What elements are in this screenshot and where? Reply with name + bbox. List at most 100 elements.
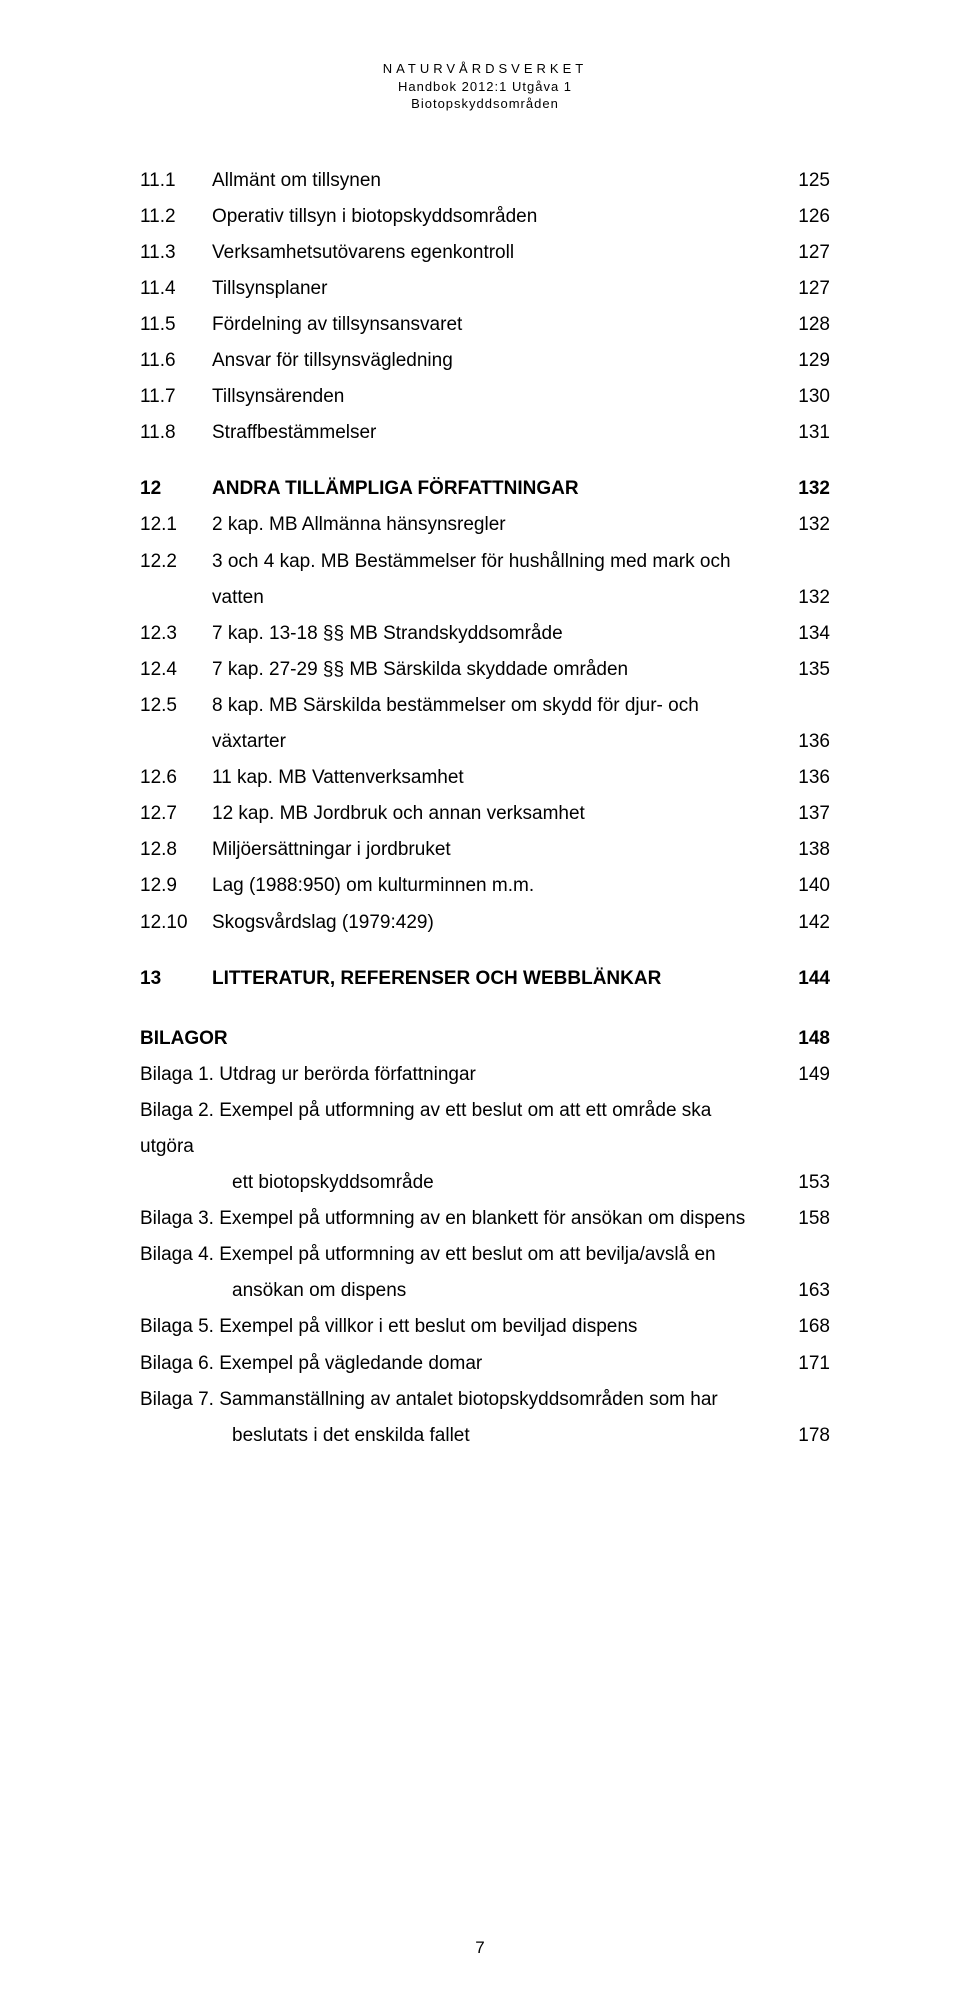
toc-title: ansökan om dispens — [140, 1273, 778, 1309]
toc-appendix-row: Bilaga 3. Exempel på utformning av en bl… — [140, 1201, 830, 1237]
toc-title: Allmänt om tillsynen — [212, 163, 778, 199]
page-number: 7 — [0, 1938, 960, 1958]
toc-appendix-row: Bilaga 1. Utdrag ur berörda författninga… — [140, 1057, 830, 1093]
toc-title: Miljöersättningar i jordbruket — [212, 832, 778, 868]
toc-number: 12.1 — [140, 507, 212, 543]
toc-title: beslutats i det enskilda fallet — [140, 1418, 778, 1454]
toc-title: Tillsynsplaner — [212, 271, 778, 307]
toc-row: 11.6Ansvar för tillsynsvägledning129 — [140, 343, 830, 379]
toc-title: växtarter — [212, 724, 778, 760]
toc-row: 12.10Skogsvårdslag (1979:429)142 — [140, 905, 830, 941]
page: NATURVÅRDSVERKET Handbok 2012:1 Utgåva 1… — [0, 0, 960, 2000]
toc-number: 13 — [140, 961, 212, 997]
toc-title: Straffbestämmelser — [212, 415, 778, 451]
toc-row: 12.47 kap. 27-29 §§ MB Särskilda skyddad… — [140, 652, 830, 688]
toc-page: 138 — [778, 832, 830, 868]
toc-title: BILAGOR — [140, 1021, 778, 1057]
toc-title: Bilaga 4. Exempel på utformning av ett b… — [140, 1237, 778, 1273]
document-header: NATURVÅRDSVERKET Handbok 2012:1 Utgåva 1… — [140, 60, 830, 113]
toc-heading: 13LITTERATUR, REFERENSER OCH WEBBLÄNKAR1… — [140, 961, 830, 997]
toc-page: 126 — [778, 199, 830, 235]
toc-heading: 12ANDRA TILLÄMPLIGA FÖRFATTNINGAR132 — [140, 471, 830, 507]
toc-appendix-row-continuation: beslutats i det enskilda fallet178 — [140, 1418, 830, 1454]
toc-title: 11 kap. MB Vattenverksamhet — [212, 760, 778, 796]
toc-title: ett biotopskyddsområde — [140, 1165, 778, 1201]
toc-page: 132 — [778, 580, 830, 616]
toc-page: 158 — [778, 1201, 830, 1237]
toc-page: 140 — [778, 868, 830, 904]
toc-number: 12 — [140, 471, 212, 507]
toc-number: 11.4 — [140, 271, 212, 307]
toc-number: 11.2 — [140, 199, 212, 235]
toc-title: ANDRA TILLÄMPLIGA FÖRFATTNINGAR — [212, 471, 778, 507]
toc-appendix-row: Bilaga 7. Sammanställning av antalet bio… — [140, 1382, 830, 1418]
toc-page: 137 — [778, 796, 830, 832]
toc-number: 11.5 — [140, 307, 212, 343]
toc-row-continuation: växtarter136 — [140, 724, 830, 760]
toc-row: 12.23 och 4 kap. MB Bestämmelser för hus… — [140, 544, 830, 580]
toc-title: Ansvar för tillsynsvägledning — [212, 343, 778, 379]
toc-row: 12.12 kap. MB Allmänna hänsynsregler132 — [140, 507, 830, 543]
toc-number: 12.5 — [140, 688, 212, 724]
toc-page: 153 — [778, 1165, 830, 1201]
toc-row: 11.8Straffbestämmelser131 — [140, 415, 830, 451]
toc-number: 11.3 — [140, 235, 212, 271]
toc-page: 135 — [778, 652, 830, 688]
toc-title: Operativ tillsyn i biotopskyddsområden — [212, 199, 778, 235]
toc-page: 130 — [778, 379, 830, 415]
toc-title: Verksamhetsutövarens egenkontroll — [212, 235, 778, 271]
toc-row: 11.3Verksamhetsutövarens egenkontroll127 — [140, 235, 830, 271]
toc-page: 148 — [778, 1021, 830, 1057]
toc-title: 7 kap. 13-18 §§ MB Strandskyddsområde — [212, 616, 778, 652]
header-line-1: NATURVÅRDSVERKET — [140, 60, 830, 78]
toc-row: 12.611 kap. MB Vattenverksamhet136 — [140, 760, 830, 796]
toc-page: 163 — [778, 1273, 830, 1309]
toc-row: 11.5Fördelning av tillsynsansvaret128 — [140, 307, 830, 343]
toc-number: 11.6 — [140, 343, 212, 379]
toc-row-continuation: vatten132 — [140, 580, 830, 616]
toc-row: 12.37 kap. 13-18 §§ MB Strandskyddsområd… — [140, 616, 830, 652]
toc-appendix-row-continuation: ansökan om dispens163 — [140, 1273, 830, 1309]
toc-row: 12.58 kap. MB Särskilda bestämmelser om … — [140, 688, 830, 724]
toc-page: 136 — [778, 724, 830, 760]
toc-page: 168 — [778, 1309, 830, 1345]
toc-appendix-row-continuation: ett biotopskyddsområde153 — [140, 1165, 830, 1201]
toc-page: 127 — [778, 235, 830, 271]
toc-row: 11.7Tillsynsärenden130 — [140, 379, 830, 415]
toc-row: 11.2Operativ tillsyn i biotopskyddsområd… — [140, 199, 830, 235]
toc-page: 142 — [778, 905, 830, 941]
toc-title: Bilaga 6. Exempel på vägledande domar — [140, 1346, 778, 1382]
header-line-3: Biotopskyddsområden — [140, 95, 830, 113]
toc-title: Lag (1988:950) om kulturminnen m.m. — [212, 868, 778, 904]
toc-page: 132 — [778, 507, 830, 543]
toc-appendix-row: Bilaga 6. Exempel på vägledande domar171 — [140, 1346, 830, 1382]
toc-number: 12.4 — [140, 652, 212, 688]
toc-number: 12.6 — [140, 760, 212, 796]
toc-number: 12.8 — [140, 832, 212, 868]
toc-row: 11.4Tillsynsplaner127 — [140, 271, 830, 307]
toc-page: 171 — [778, 1346, 830, 1382]
header-line-2: Handbok 2012:1 Utgåva 1 — [140, 78, 830, 96]
toc-appendix-row: Bilaga 5. Exempel på villkor i ett beslu… — [140, 1309, 830, 1345]
toc-number: 11.8 — [140, 415, 212, 451]
toc-appendix-row: Bilaga 2. Exempel på utformning av ett b… — [140, 1093, 830, 1165]
toc-page: 127 — [778, 271, 830, 307]
toc-row: 12.8Miljöersättningar i jordbruket138 — [140, 832, 830, 868]
toc-title: vatten — [212, 580, 778, 616]
toc-page: 178 — [778, 1418, 830, 1454]
toc-row: 12.712 kap. MB Jordbruk och annan verksa… — [140, 796, 830, 832]
toc-page: 134 — [778, 616, 830, 652]
toc-title: 2 kap. MB Allmänna hänsynsregler — [212, 507, 778, 543]
toc-number: 12.3 — [140, 616, 212, 652]
toc-title: Fördelning av tillsynsansvaret — [212, 307, 778, 343]
toc-title: LITTERATUR, REFERENSER OCH WEBBLÄNKAR — [212, 961, 778, 997]
toc-row: 11.1Allmänt om tillsynen125 — [140, 163, 830, 199]
toc-title: 8 kap. MB Särskilda bestämmelser om skyd… — [212, 688, 778, 724]
toc-page: 131 — [778, 415, 830, 451]
toc-title: Bilaga 3. Exempel på utformning av en bl… — [140, 1201, 778, 1237]
toc-page: 129 — [778, 343, 830, 379]
toc-title: Bilaga 1. Utdrag ur berörda författninga… — [140, 1057, 778, 1093]
toc-page: 128 — [778, 307, 830, 343]
toc-title: Bilaga 2. Exempel på utformning av ett b… — [140, 1093, 778, 1165]
toc-appendix-row: Bilaga 4. Exempel på utformning av ett b… — [140, 1237, 830, 1273]
